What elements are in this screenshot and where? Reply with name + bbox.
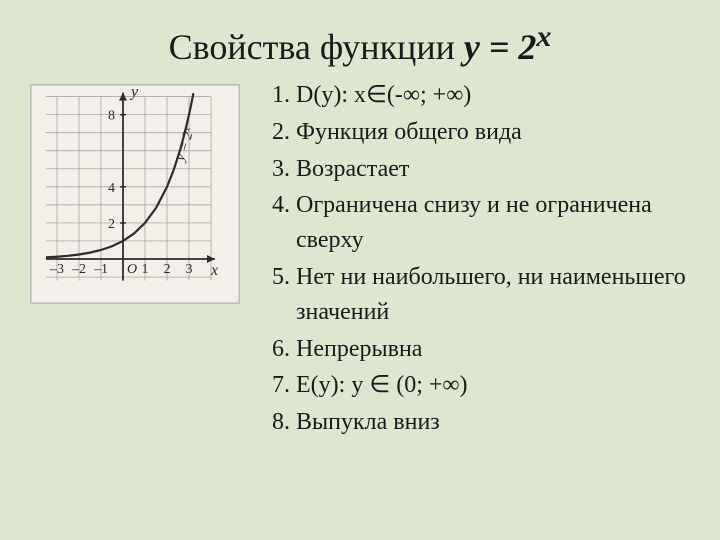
svg-text:2: 2: [164, 262, 171, 277]
list-item: D(y): x∈(-∞; +∞): [296, 78, 690, 113]
svg-text:O: O: [127, 262, 137, 277]
slide-title: Свойства функции y = 2x: [0, 0, 720, 78]
svg-text:–3: –3: [49, 262, 64, 277]
svg-text:1: 1: [142, 262, 149, 277]
list-item: Нет ни наибольшего, ни наименьшего значе…: [296, 260, 690, 330]
property-text: Возрастает: [296, 156, 409, 182]
title-func-exp: x: [536, 20, 551, 53]
property-text: Выпукла вниз: [296, 409, 440, 435]
list-item: Функция общего вида: [296, 115, 690, 150]
properties-list: D(y): x∈(-∞; +∞) Функция общего вида Воз…: [260, 78, 690, 442]
property-text: Непрерывна: [296, 336, 422, 362]
svg-text:2: 2: [108, 217, 115, 232]
list-item: E(y): y ∈ (0; +∞): [296, 368, 690, 403]
property-text: D(y): x∈(-∞; +∞): [296, 82, 471, 108]
svg-text:–2: –2: [71, 262, 86, 277]
svg-text:3: 3: [186, 262, 193, 277]
property-text: Ограничена снизу и не ограничена сверху: [296, 192, 652, 253]
list-item: Возрастает: [296, 152, 690, 187]
property-text: E(y): y ∈ (0; +∞): [296, 372, 468, 398]
list-item: Ограничена снизу и не ограничена сверху: [296, 188, 690, 258]
list-item: Выпукла вниз: [296, 405, 690, 440]
svg-text:8: 8: [108, 109, 115, 124]
content-row: –3–2–1123248yxOy = 2ˣ D(y): x∈(-∞; +∞) Ф…: [0, 78, 720, 442]
svg-text:4: 4: [108, 181, 115, 196]
list-item: Непрерывна: [296, 332, 690, 367]
property-text: Функция общего вида: [296, 119, 522, 145]
property-text: Нет ни наибольшего, ни наименьшего значе…: [296, 264, 686, 325]
slide: Свойства функции y = 2x –3–2–1123248yxOy…: [0, 0, 720, 540]
exponential-chart: –3–2–1123248yxOy = 2ˣ: [35, 89, 235, 299]
title-prefix: Свойства функции: [169, 27, 464, 67]
chart-container: –3–2–1123248yxOy = 2ˣ: [30, 84, 240, 304]
title-function: y = 2x: [464, 27, 552, 67]
svg-text:–1: –1: [93, 262, 108, 277]
svg-text:y: y: [129, 89, 139, 101]
svg-text:x: x: [210, 262, 218, 279]
title-func-base: y = 2: [464, 27, 537, 67]
